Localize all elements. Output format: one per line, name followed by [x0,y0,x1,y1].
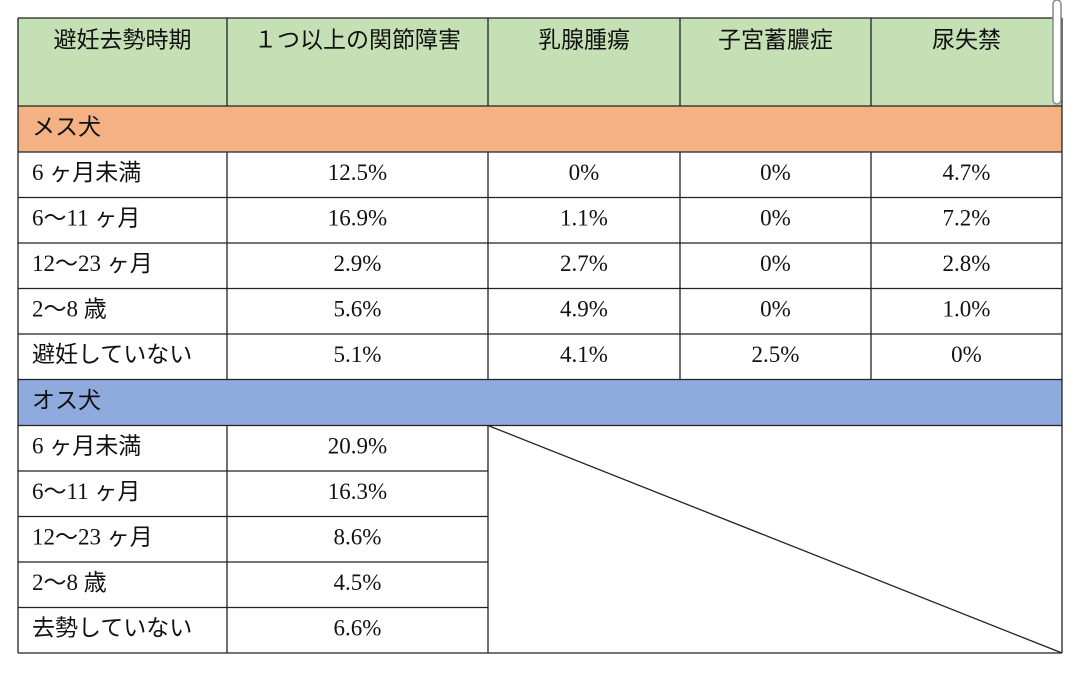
cell-value: 16.9% [328,206,387,231]
section-title: メス犬 [32,114,101,139]
cell-value: 1.1% [560,206,608,231]
cell-value: 20.9% [328,434,387,459]
cell-value: 12.5% [328,160,387,185]
cell-value: 0% [760,206,791,231]
cell-value: 0% [569,160,600,185]
cell-value: 16.3% [328,479,387,504]
cell-value: 2.7% [560,251,608,276]
cell-value: 8.6% [334,525,382,550]
header-cell: 子宮蓄膿症 [718,27,833,52]
cell-value: 6.6% [334,616,382,641]
row-label: 2～8 歳 [32,297,107,322]
header-cell: 尿失禁 [932,27,1001,52]
row-label: 2～8 歳 [32,570,107,595]
cell-value: 2.8% [943,251,991,276]
header-bg [18,18,1062,106]
cell-border [487,424,1063,654]
cell-value: 0% [760,160,791,185]
cell-value: 5.6% [334,297,382,322]
section-bg [18,379,1062,426]
cell-value: 0% [760,297,791,322]
header-cell: 乳腺腫瘍 [538,27,630,52]
section-bg [18,106,1062,152]
cell-value: 0% [760,251,791,276]
row-label: 避妊していない [32,342,192,367]
row-label: 6～11 ヶ月 [32,206,140,231]
section-title: オス犬 [32,388,101,413]
cell-value: 4.9% [560,297,608,322]
cell-value: 1.0% [943,297,991,322]
scrollbar [1052,0,1062,105]
cell-value: 7.2% [943,206,991,231]
row-label: 6～11 ヶ月 [32,479,140,504]
header-cell: １つ以上の関節障害 [254,27,461,52]
cell-value: 4.7% [943,160,991,185]
header-cell: 避妊去勢時期 [54,27,192,52]
row-label: 6 ヶ月未満 [32,434,141,459]
cell-value: 4.1% [560,342,608,367]
row-label: 12～23 ヶ月 [32,251,153,276]
cell-value: 4.5% [334,570,382,595]
row-label: 12～23 ヶ月 [32,525,153,550]
cell-value: 5.1% [334,342,382,367]
cell-value: 0% [951,342,982,367]
cell-value: 2.9% [334,251,382,276]
row-label: 6 ヶ月未満 [32,160,141,185]
cell-value: 2.5% [752,342,800,367]
row-label: 去勢していない [32,616,192,641]
